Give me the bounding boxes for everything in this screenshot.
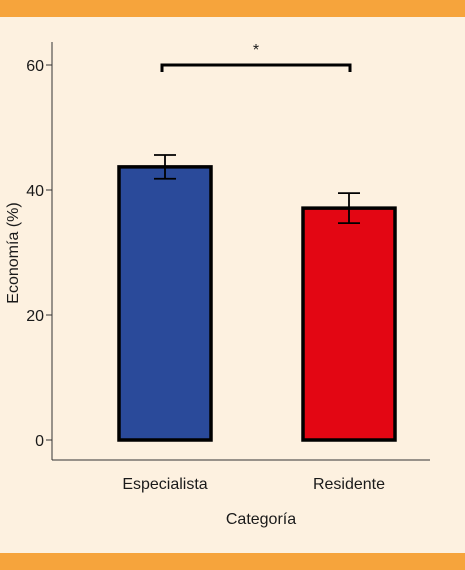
error-bar-especialista (154, 154, 176, 180)
bar-residente (301, 206, 397, 442)
x-axis-label: Categoría (226, 511, 296, 528)
significance-label: * (253, 42, 259, 59)
y-ticks: 0 20 40 60 (26, 58, 52, 450)
bottom-band (0, 553, 465, 570)
y-tick-label: 40 (26, 183, 44, 200)
x-tick-label-especialista: Especialista (122, 476, 207, 493)
y-axis-label: Economía (%) (5, 202, 22, 303)
top-band (0, 0, 465, 17)
x-tick-labels: Especialista Residente (122, 476, 385, 493)
bar-especialista (117, 165, 213, 442)
significance-bracket (160, 63, 352, 72)
y-tick-label: 20 (26, 308, 44, 325)
bars (117, 165, 397, 442)
x-tick-label-residente: Residente (313, 476, 385, 493)
error-bar-residente (338, 192, 360, 225)
y-tick-label: 60 (26, 58, 44, 75)
y-tick-label: 0 (35, 433, 44, 450)
error-bars (154, 154, 360, 225)
